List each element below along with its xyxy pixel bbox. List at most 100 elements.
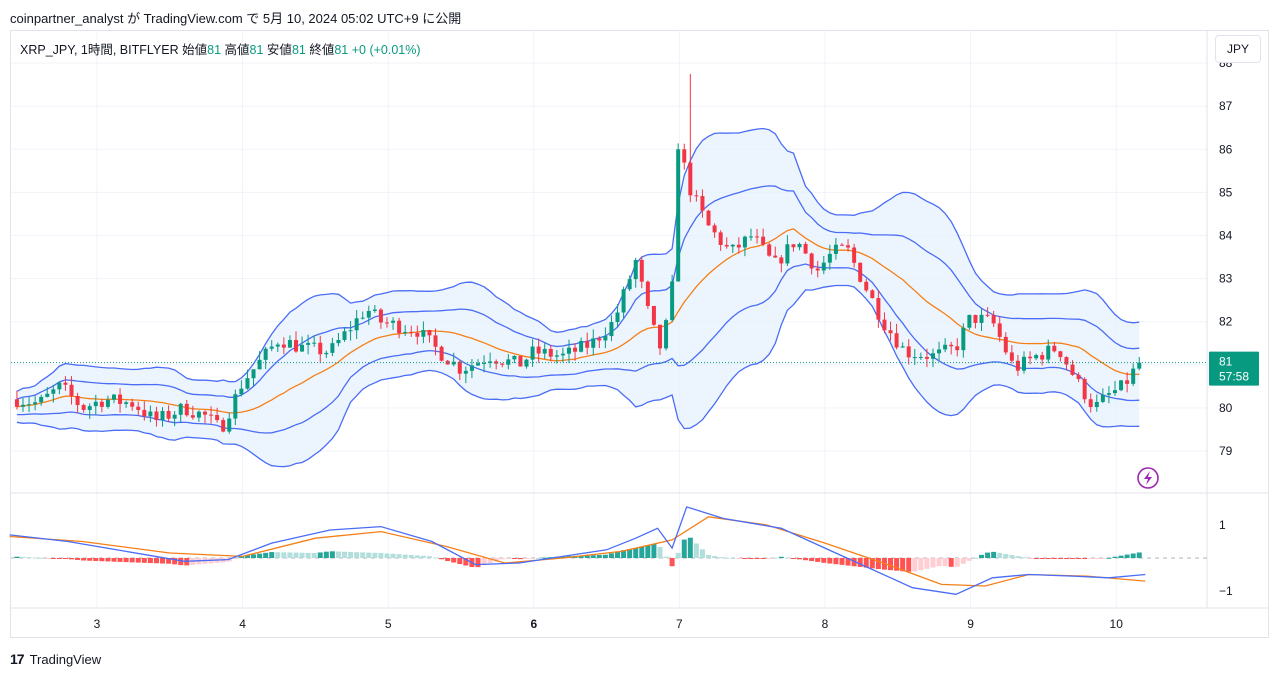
publish-caption: coinpartner_analyst が TradingView.com で …	[10, 11, 462, 26]
candle-body	[360, 317, 365, 319]
candle-body	[324, 352, 329, 355]
macd-histogram-bar	[257, 553, 263, 558]
macd-histogram-bar	[760, 558, 766, 559]
candle-body	[190, 415, 195, 418]
macd-histogram-bar	[1124, 554, 1130, 558]
macd-histogram-bar	[712, 556, 718, 558]
candle-body	[196, 411, 201, 418]
macd-histogram-bar	[827, 558, 833, 564]
candle-body	[33, 402, 38, 405]
candle-body	[1131, 368, 1136, 384]
macd-histogram-bar	[305, 552, 311, 558]
macd-histogram-bar	[323, 551, 329, 558]
macd-histogram-bar	[166, 558, 172, 564]
time-tick-label: 8	[822, 617, 829, 631]
macd-histogram-bar	[730, 557, 736, 559]
lightning-icon[interactable]	[1137, 467, 1159, 489]
candle-body	[839, 244, 844, 246]
candle-body	[1021, 356, 1026, 371]
candle-body	[184, 403, 189, 416]
macd-histogram-bar	[530, 558, 536, 559]
macd-histogram-bar	[287, 552, 293, 558]
macd-histogram-bar	[378, 553, 384, 558]
candle-body	[645, 281, 650, 306]
price-tick-label: 83	[1219, 272, 1233, 286]
candle-body	[93, 401, 98, 407]
candle-body	[548, 348, 553, 357]
macd-histogram-bar	[778, 556, 784, 558]
macd-histogram-bar	[615, 551, 621, 558]
macd-histogram-bar	[317, 552, 323, 558]
macd-histogram-bar	[499, 558, 505, 560]
legend-high-value: 81	[249, 43, 264, 57]
price-tick-label: 79	[1219, 444, 1233, 458]
candle-body	[937, 349, 942, 354]
bollinger-inner-upper	[16, 185, 1140, 400]
candle-body	[651, 305, 656, 325]
candle-body	[1137, 362, 1142, 369]
candle-body	[1076, 374, 1081, 380]
bollinger-fill	[16, 128, 1140, 467]
candle-body	[415, 332, 420, 337]
symbol-title[interactable]: XRP_JPY, 1時間, BITFLYER	[20, 43, 179, 57]
macd-histogram-bar	[991, 551, 997, 558]
currency-button[interactable]: JPY	[1215, 35, 1261, 63]
macd-histogram-bar	[669, 558, 675, 567]
macd-histogram-bar	[1015, 556, 1021, 558]
macd-histogram-bar	[766, 558, 772, 559]
macd-histogram-bar	[979, 554, 985, 558]
candle-body	[688, 162, 693, 196]
macd-histogram-bar	[457, 558, 463, 565]
macd-histogram-bar	[784, 557, 790, 559]
candle-body	[1040, 355, 1045, 360]
candle-body	[876, 298, 881, 320]
macd-histogram-bar	[335, 551, 341, 558]
candle-body	[209, 414, 214, 416]
candle-body	[51, 389, 56, 394]
macd-histogram-bar	[1063, 558, 1069, 559]
candle-body	[87, 406, 92, 410]
macd-histogram-bar	[269, 552, 275, 558]
candle-body	[384, 322, 389, 324]
macd-histogram-bar	[1057, 558, 1063, 559]
macd-histogram-bar	[1082, 558, 1088, 559]
candle-body	[657, 324, 662, 349]
candle-body	[27, 404, 32, 406]
candle-body	[500, 363, 505, 365]
candle-body	[627, 279, 632, 290]
candle-body	[591, 338, 596, 348]
candle-body	[245, 378, 250, 389]
last-price-value: 81	[1219, 355, 1233, 369]
macd-histogram-bar	[251, 554, 257, 558]
candle-body	[318, 342, 323, 355]
macd-histogram-bar	[299, 552, 305, 558]
macd-histogram-bar	[633, 548, 639, 558]
candle-body	[293, 340, 298, 352]
candle-body	[773, 255, 778, 258]
macd-histogram-bar	[232, 558, 238, 559]
macd-histogram-bar	[972, 557, 978, 559]
candle-body	[287, 340, 292, 348]
macd-histogram-bar	[1118, 555, 1124, 558]
candle-body	[930, 353, 935, 359]
footer-brand[interactable]: 17 TradingView	[10, 651, 101, 667]
candle-body	[14, 399, 19, 407]
candle-body	[136, 406, 141, 410]
candle-body	[639, 260, 644, 282]
candle-body	[336, 339, 341, 344]
macd-histogram-bar	[602, 554, 608, 558]
macd-histogram-bar	[675, 552, 681, 558]
candle-body	[142, 409, 147, 417]
candle-body	[306, 342, 311, 345]
candle-body	[979, 314, 984, 323]
candle-body	[433, 335, 438, 347]
macd-signal-line	[9, 516, 1146, 587]
macd-histogram-bar	[238, 556, 244, 558]
macd-histogram-bar	[657, 547, 663, 558]
candle-body	[706, 210, 711, 226]
candle-body	[457, 361, 462, 374]
candle-body	[99, 401, 104, 407]
candle-body	[445, 360, 450, 365]
candle-body	[1100, 394, 1105, 402]
